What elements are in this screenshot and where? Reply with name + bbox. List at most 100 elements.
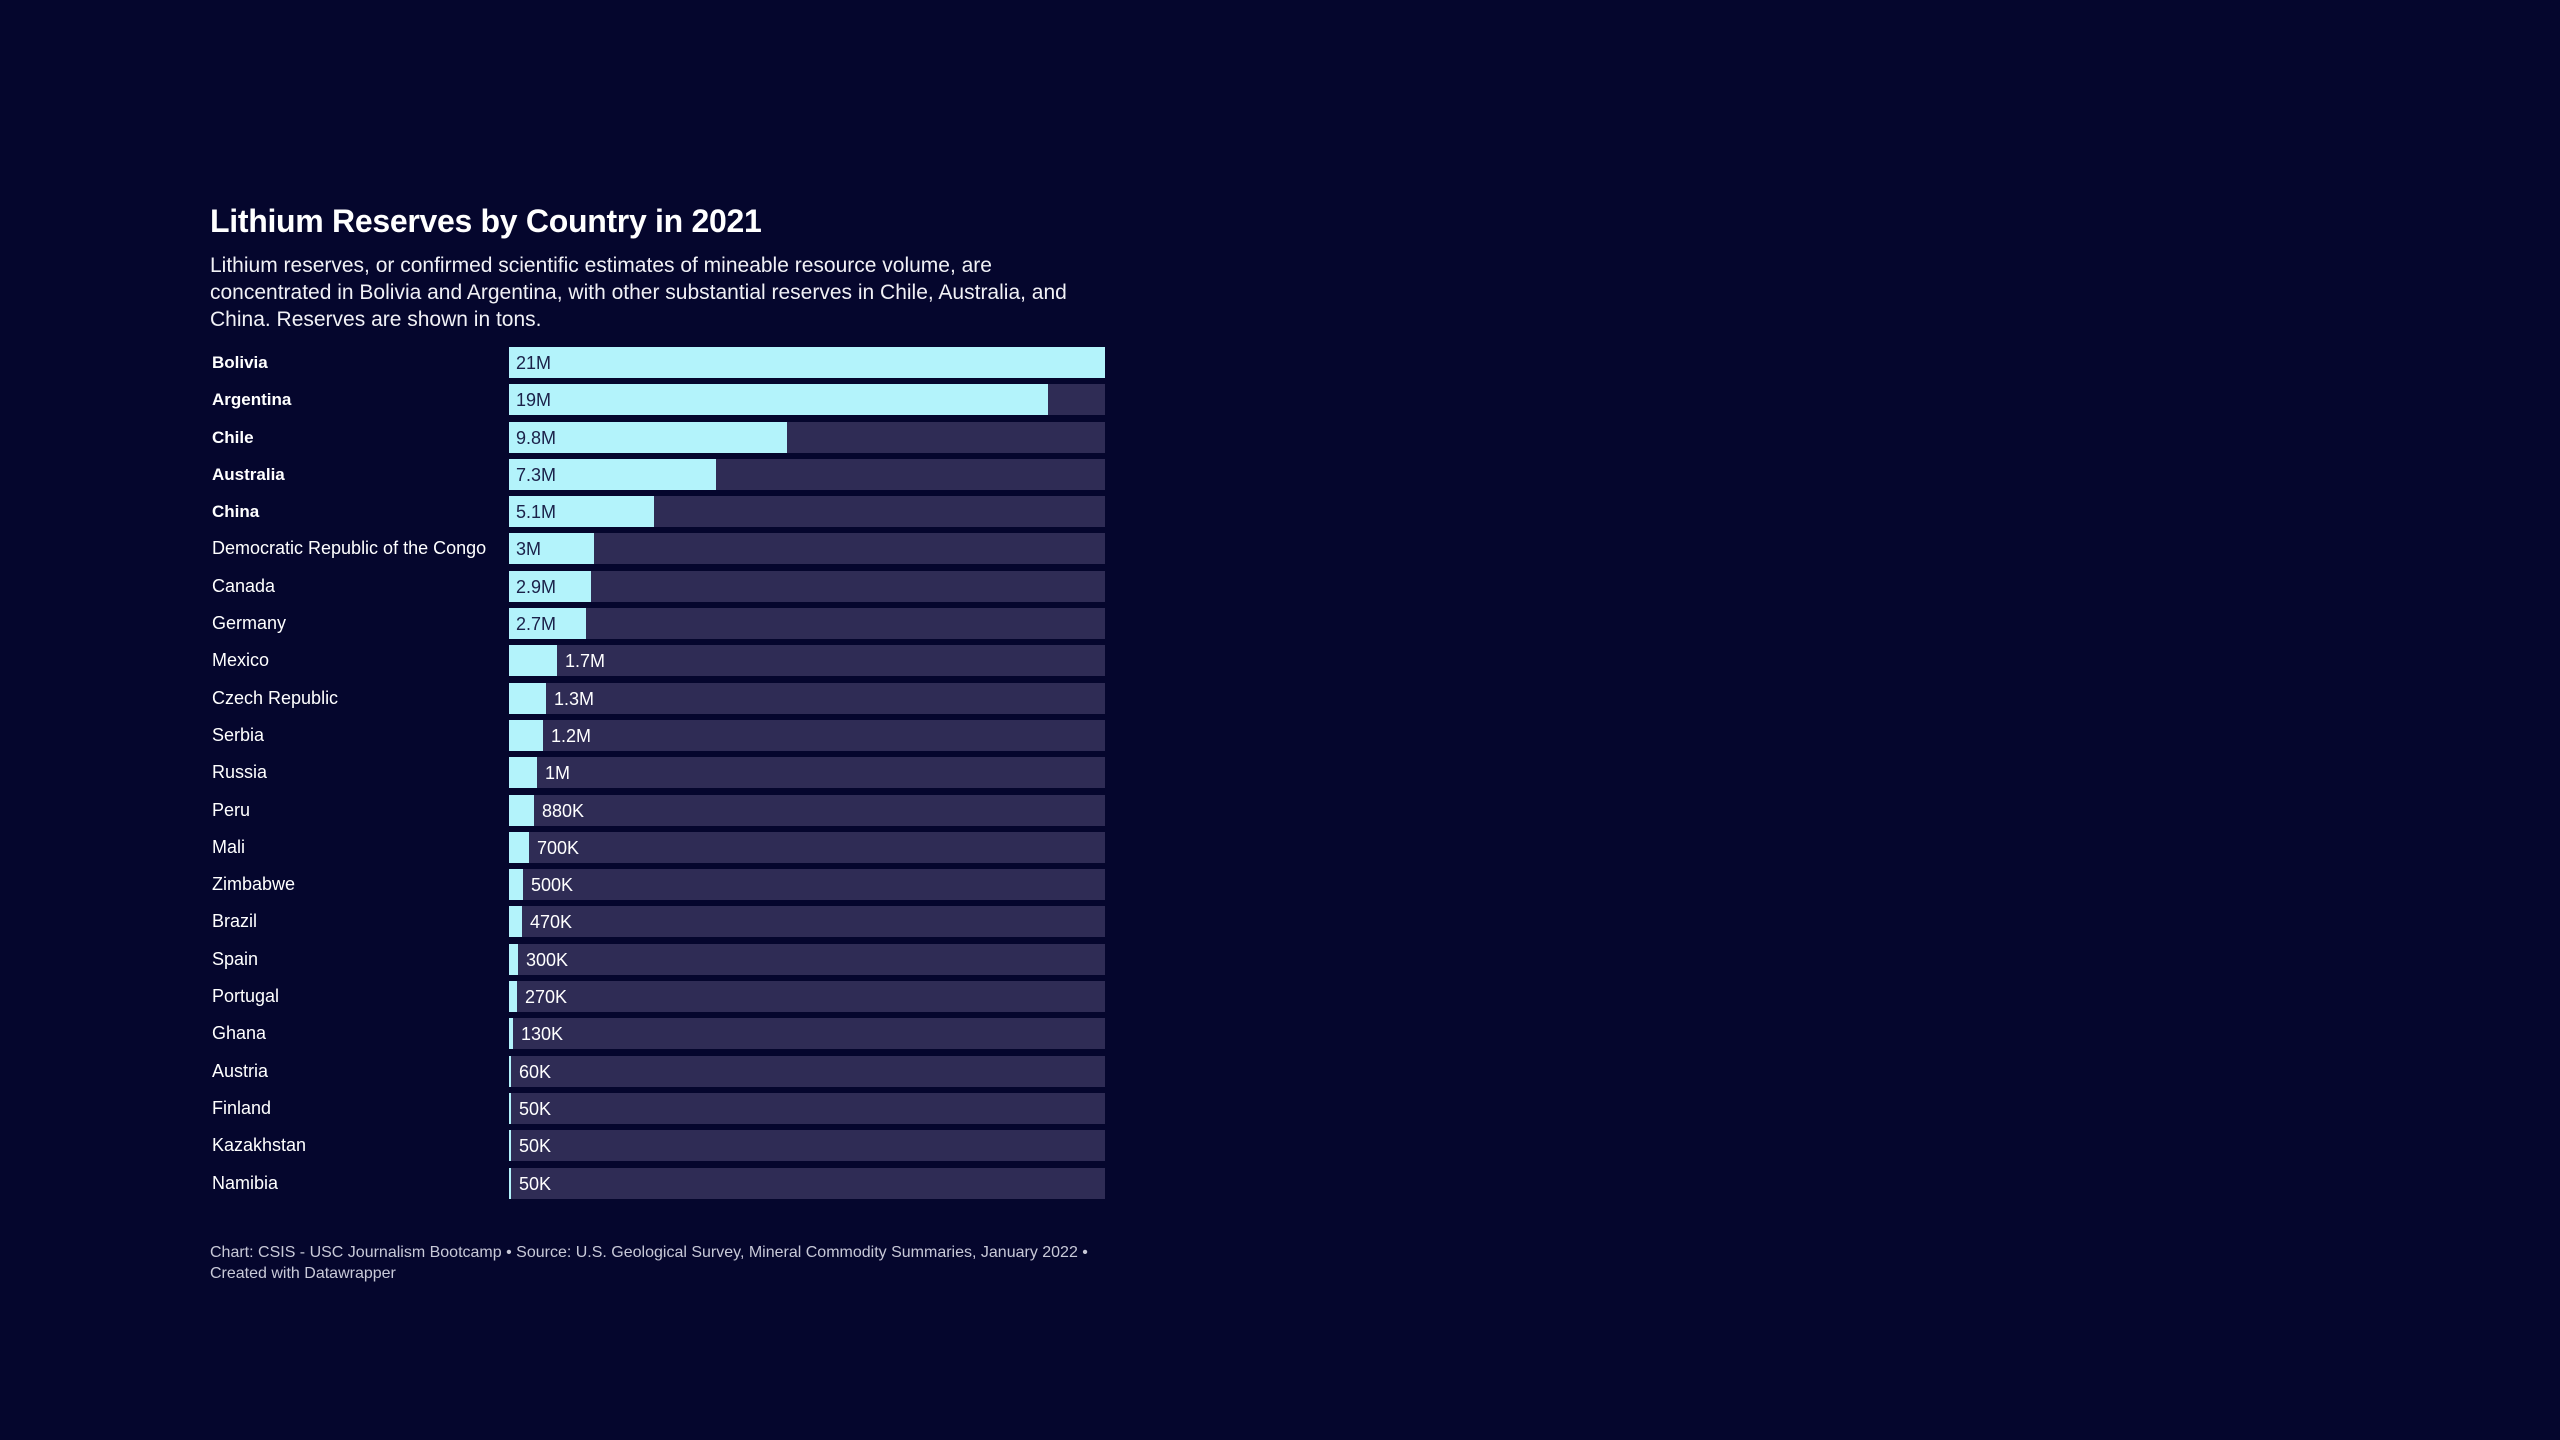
value-label: 1M bbox=[545, 763, 571, 784]
bar-row: Mali 700K bbox=[210, 831, 1105, 869]
category-label: Brazil bbox=[212, 911, 258, 932]
value-label: 50K bbox=[519, 1098, 552, 1119]
bar-track: 880K bbox=[509, 794, 1105, 826]
bar bbox=[509, 1130, 511, 1162]
bar-track: 1M bbox=[509, 757, 1105, 789]
bar-track: 130K bbox=[509, 1018, 1105, 1050]
bar-track: 2.9M bbox=[509, 570, 1105, 602]
category-label: Bolivia bbox=[212, 353, 268, 372]
bar-track: 7.3M bbox=[509, 458, 1105, 490]
category-label: Portugal bbox=[212, 986, 280, 1007]
value-label: 130K bbox=[521, 1024, 564, 1045]
bar-track: 1.2M bbox=[509, 719, 1105, 751]
bar-row: Russia 1M bbox=[210, 757, 1105, 794]
bar bbox=[509, 757, 537, 789]
category-label: Ghana bbox=[212, 1023, 267, 1044]
value-label: 9.8M bbox=[516, 427, 557, 448]
bar bbox=[509, 943, 518, 975]
bar-chart: Bolivia 21M Argentina 19M Chile 9.8M Australia… bbox=[210, 347, 1105, 1205]
bar-track: 3M bbox=[509, 533, 1105, 565]
bar bbox=[509, 719, 543, 751]
category-label: Mexico bbox=[212, 650, 270, 671]
value-label: 60K bbox=[519, 1061, 552, 1082]
bar-track: 700K bbox=[509, 831, 1105, 863]
value-label: 1.7M bbox=[565, 651, 606, 672]
category-label: Finland bbox=[212, 1097, 272, 1118]
bar-track: 50K bbox=[509, 1130, 1105, 1162]
bar-track: 5.1M bbox=[509, 496, 1105, 528]
bar bbox=[509, 421, 787, 453]
bar-row: Namibia 50K bbox=[210, 1167, 1105, 1205]
bar-row: China 5.1M bbox=[210, 496, 1105, 533]
bar-row: Finland 50K bbox=[210, 1092, 1105, 1130]
category-label: Serbia bbox=[212, 724, 265, 745]
bar bbox=[509, 682, 546, 714]
category-label: Spain bbox=[212, 948, 259, 969]
bar bbox=[509, 869, 523, 901]
bar-track: 19M bbox=[509, 384, 1105, 416]
chart-subtitle: Lithium reserves, or confirmed scientifi… bbox=[210, 254, 1067, 331]
bar-track: 2.7M bbox=[509, 608, 1105, 640]
bar bbox=[509, 831, 529, 863]
category-label: Argentina bbox=[212, 390, 292, 410]
category-label: Chile bbox=[212, 427, 254, 447]
category-label: Kazakhstan bbox=[212, 1135, 307, 1156]
bar-row: Austria 60K bbox=[210, 1055, 1105, 1093]
bar bbox=[509, 570, 591, 602]
bar-track: 21M bbox=[509, 347, 1105, 378]
bar-track: 9.8M bbox=[509, 421, 1105, 453]
bar-row: Australia 7.3M bbox=[210, 458, 1105, 496]
bar-row: Serbia 1.2M bbox=[210, 719, 1105, 757]
chart-card: Lithium Reserves by Country in 2021 Lith… bbox=[210, 200, 1105, 1205]
bar-row: Mexico 1.7M bbox=[210, 645, 1105, 682]
bar-row: Canada 2.9M bbox=[210, 570, 1105, 608]
bar-track: 270K bbox=[509, 981, 1105, 1013]
bar-row: Ghana 130K bbox=[210, 1018, 1105, 1055]
value-label: 1.2M bbox=[551, 725, 592, 746]
category-label: Mali bbox=[212, 836, 246, 857]
bar bbox=[509, 458, 716, 490]
value-label: 50K bbox=[519, 1136, 552, 1157]
bar bbox=[509, 1167, 511, 1199]
category-label: Russia bbox=[212, 762, 268, 783]
value-label: 700K bbox=[537, 837, 580, 858]
chart-source-footer: Chart: CSIS - USC Journalism Bootcamp • … bbox=[210, 1244, 1088, 1282]
value-label: 50K bbox=[519, 1173, 552, 1194]
bar-row: Chile 9.8M bbox=[210, 421, 1105, 459]
bar bbox=[509, 347, 1105, 378]
category-label: Australia bbox=[212, 464, 285, 484]
value-label: 3M bbox=[516, 539, 542, 560]
bar-row: Argentina 19M bbox=[210, 384, 1105, 421]
category-label: Democratic Republic of the Congo bbox=[212, 538, 487, 559]
bar-track: 50K bbox=[509, 1092, 1105, 1124]
bar-row: Portugal 270K bbox=[210, 981, 1105, 1018]
bar-track: 60K bbox=[509, 1055, 1105, 1087]
bar bbox=[509, 384, 1048, 416]
bar bbox=[509, 794, 534, 826]
value-label: 500K bbox=[531, 875, 574, 896]
bar-row: Zimbabwe 500K bbox=[210, 869, 1105, 906]
category-label: Namibia bbox=[212, 1172, 279, 1193]
value-label: 2.7M bbox=[516, 614, 557, 635]
bar-row: Germany 2.7M bbox=[210, 608, 1105, 645]
bar bbox=[509, 1092, 511, 1124]
value-label: 2.9M bbox=[516, 576, 557, 597]
category-label: Austria bbox=[212, 1060, 269, 1081]
category-label: Germany bbox=[212, 613, 287, 634]
value-label: 5.1M bbox=[516, 502, 557, 523]
bar-row: Czech Republic 1.3M bbox=[210, 682, 1105, 720]
bar-track: 1.7M bbox=[509, 645, 1105, 677]
value-label: 1.3M bbox=[554, 688, 595, 709]
bar bbox=[509, 608, 586, 640]
value-label: 880K bbox=[542, 800, 585, 821]
bar-row: Kazakhstan 50K bbox=[210, 1130, 1105, 1167]
bar-track: 470K bbox=[509, 906, 1105, 938]
bar-row: Spain 300K bbox=[210, 943, 1105, 981]
value-label: 300K bbox=[526, 949, 569, 970]
bar-row: Peru 880K bbox=[210, 794, 1105, 832]
bar-track: 500K bbox=[509, 869, 1105, 901]
bar-track: 50K bbox=[509, 1167, 1105, 1199]
bar bbox=[509, 1055, 511, 1087]
chart-title: Lithium Reserves by Country in 2021 bbox=[210, 203, 762, 239]
bar-row: Brazil 470K bbox=[210, 906, 1105, 943]
